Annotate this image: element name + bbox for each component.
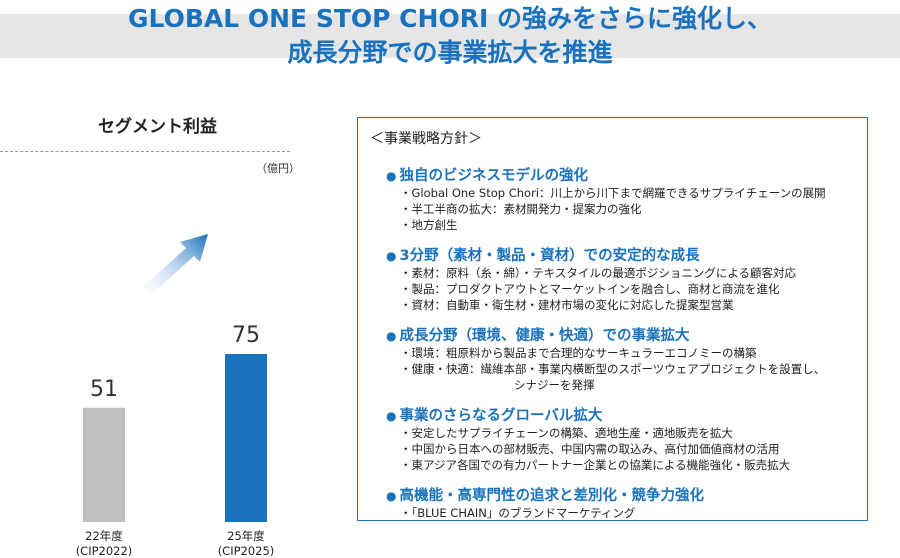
page-title: GLOBAL ONE STOP CHORI の強みをさらに強化し、 成長分野での… <box>0 2 900 70</box>
growth-arrow <box>142 234 208 296</box>
bars-group: 51 22年度(CIP2022) 75 25年度(CIP2025) <box>76 323 275 558</box>
bullet-icon: ● <box>386 329 397 343</box>
list-item: ・健康・快適：繊維本部・事業内横断型のスポーツウェアプロジェクトを設置し、 <box>400 362 826 376</box>
list-item: ・半工半商の拡大：素材開発力・提案力の強化 <box>400 202 642 216</box>
value-label-0: 51 <box>90 377 118 402</box>
list-item: ・安定したサプライチェーンの構築、適地生産・適地販売を拡大 <box>400 426 733 440</box>
value-label-1: 75 <box>232 323 260 348</box>
chart-divider <box>0 151 290 152</box>
section-differentiation: ● 高機能・高専門性の追求と差別化・競争力強化 ・「BLUE CHAIN」のブラン… <box>386 487 866 521</box>
page-title-line1: GLOBAL ONE STOP CHORI の強みをさらに強化し、 <box>128 4 772 33</box>
section-title: ● 事業のさらなるグローバル拡大 <box>386 408 603 424</box>
bar-0 <box>83 407 125 522</box>
chart-unit: （億円） <box>256 162 300 175</box>
list-item: ・Global One Stop Chori：川上から川下まで網羅できるサプライ… <box>400 186 826 200</box>
list-item: ・製品：プロダクトアウトとマーケットインを融合し、商材と商流を進化 <box>400 282 780 296</box>
page-title-line2: 成長分野での事業拡大を推進 <box>287 38 613 67</box>
section-business-model: ● 独自のビジネスモデルの強化 ・Global One Stop Chori：川上… <box>386 167 866 233</box>
category-label-0: 22年度 <box>85 529 123 543</box>
section-growth-fields: ● 成長分野（環境、健康・快適）での事業拡大 ・環境：粗原料から製品まで合理的なサ… <box>386 327 866 393</box>
category-sublabel-0: (CIP2022) <box>76 544 133 558</box>
list-item: ・素材：原料（糸・綿）・テキスタイルの最適ポジショニングによる顧客対応 <box>400 266 797 280</box>
list-item: ・地方創生 <box>400 218 458 232</box>
section-global: ● 事業のさらなるグローバル拡大 ・安定したサプライチェーンの構築、適地生産・適地… <box>386 407 866 473</box>
chart-title: セグメント利益 <box>98 117 217 137</box>
bullet-icon: ● <box>386 249 397 263</box>
bullet-icon: ● <box>386 489 397 503</box>
section-title: ● 3分野（素材・製品・資材）での安定的な成長 <box>386 248 700 264</box>
title-band <box>0 14 900 58</box>
bar-1 <box>225 354 267 522</box>
bullet-icon: ● <box>386 409 397 423</box>
list-item: ・中国から日本への部材販売、中国内需の取込み、高付加価値商材の活用 <box>400 442 780 456</box>
section-three-fields: ● 3分野（素材・製品・資材）での安定的な成長 ・素材：原料（糸・綿）・テキスタイ… <box>386 247 866 313</box>
section-title: ● 高機能・高専門性の追求と差別化・競争力強化 <box>386 488 704 504</box>
list-item: ・資材：自動車・衛生材・建材市場の変化に対応した提案型営業 <box>400 298 734 312</box>
bullet-icon: ● <box>386 169 397 183</box>
strategy-panel: ＜事業戦略方針＞ ● 独自のビジネスモデルの強化 ・Global One Stop… <box>357 117 868 521</box>
section-title: ● 成長分野（環境、健康・快適）での事業拡大 <box>386 328 690 344</box>
list-item-continuation: シナジーを発揮 <box>514 378 595 392</box>
list-item: ・環境：粗原料から製品まで合理的なサーキュラーエコノミーの構築 <box>400 346 757 360</box>
segment-profit-chart: 51 22年度(CIP2022) 75 25年度(CIP2025) <box>76 234 275 558</box>
section-title: ● 独自のビジネスモデルの強化 <box>386 168 588 184</box>
list-item: ・東アジア各国での有力パートナー企業との協業による機能強化・販売拡大 <box>400 458 791 472</box>
category-label-1: 25年度 <box>227 529 265 543</box>
list-item: ・「BLUE CHAIN」のブランドマーケティング <box>400 506 636 520</box>
category-sublabel-1: (CIP2025) <box>218 544 275 558</box>
strategy-heading: ＜事業戦略方針＞ <box>370 131 482 147</box>
